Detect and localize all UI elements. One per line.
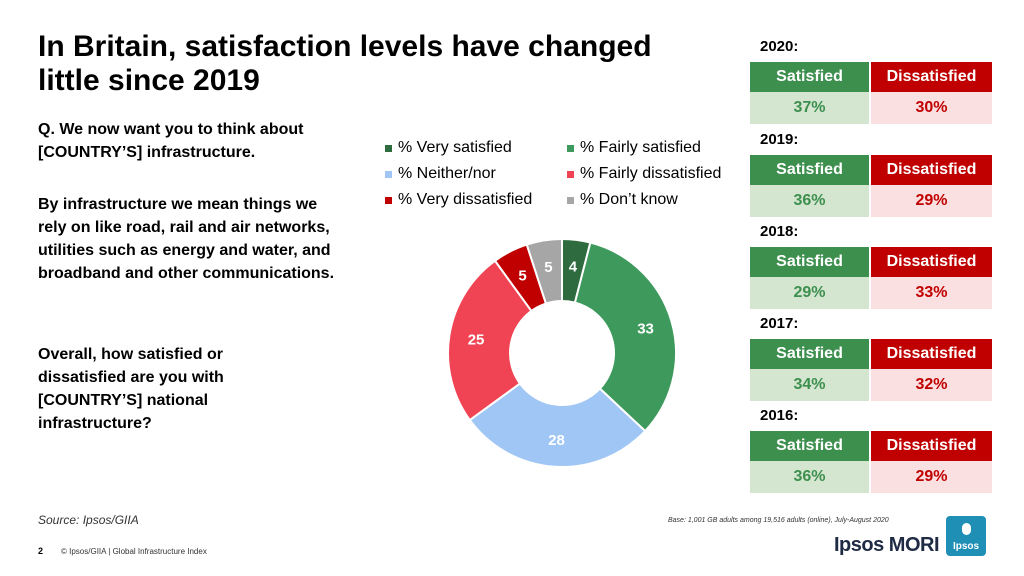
legend-swatch	[567, 170, 574, 178]
satisfied-value: 29%	[750, 277, 871, 309]
year-table-2019: Satisfied Dissatisfied 36% 29%	[750, 155, 992, 217]
donut-data-label: 4	[569, 259, 578, 276]
dissatisfied-header: Dissatisfied	[871, 62, 992, 92]
year-table-2020: Satisfied Dissatisfied 37% 30%	[750, 62, 992, 124]
legend-swatch	[385, 196, 392, 204]
satisfied-header: Satisfied	[750, 62, 871, 92]
donut-data-label: 25	[468, 331, 485, 348]
year-label-2017: 2017:	[760, 315, 799, 332]
legend-item-fairly-dissatisfied: % Fairly dissatisfied	[567, 161, 721, 187]
dissatisfied-value: 29%	[871, 185, 992, 217]
year-label-2016: 2016:	[760, 407, 799, 424]
satisfied-header: Satisfied	[750, 247, 871, 277]
question-definition: By infrastructure we mean things we rely…	[38, 196, 335, 282]
ipsos-logo: Ipsos	[946, 516, 986, 556]
logo-mark	[962, 523, 971, 535]
legend-label: % Don’t know	[580, 191, 678, 208]
legend-item-dont-know: % Don’t know	[567, 187, 678, 213]
dissatisfied-header: Dissatisfied	[871, 247, 992, 277]
footer-text: © Ipsos/GIIA | Global Infrastructure Ind…	[61, 547, 207, 556]
donut-slice-1	[573, 241, 677, 433]
donut-data-label: 5	[544, 259, 552, 276]
dissatisfied-header: Dissatisfied	[871, 155, 992, 185]
legend-swatch	[567, 196, 574, 204]
donut-chart: 4 33 28 25 5 5	[447, 237, 677, 468]
dissatisfied-value: 32%	[871, 369, 992, 401]
donut-data-label: 33	[637, 321, 654, 338]
satisfied-value: 34%	[750, 369, 871, 401]
brand-name: Ipsos MORI	[834, 534, 940, 556]
donut-slice-2	[468, 382, 647, 468]
donut-data-label: 28	[548, 432, 565, 449]
satisfied-header: Satisfied	[750, 339, 871, 369]
legend-swatch	[567, 144, 574, 152]
satisfied-value: 36%	[750, 185, 871, 217]
legend-item-fairly-satisfied: % Fairly satisfied	[567, 135, 701, 161]
legend-item-very-satisfied: % Very satisfied	[385, 135, 567, 161]
year-label-2019: 2019:	[760, 131, 799, 148]
footer: 2 © Ipsos/GIIA | Global Infrastructure In…	[38, 546, 207, 556]
donut-slice-5	[525, 237, 563, 305]
base-note: Base: 1,001 GB adults among 19,516 adult…	[668, 517, 889, 524]
legend-item-very-dissatisfied: % Very dissatisfied	[385, 187, 567, 213]
source-note: Source: Ipsos/GIIA	[38, 513, 139, 527]
legend-item-neither: % Neither/nor	[385, 161, 567, 187]
year-table-2016: Satisfied Dissatisfied 36% 29%	[750, 431, 992, 493]
page-number: 2	[38, 546, 44, 556]
donut-slice-3	[447, 259, 533, 422]
satisfied-header: Satisfied	[750, 155, 871, 185]
legend-label: % Very dissatisfied	[398, 191, 533, 208]
legend-label: % Very satisfied	[398, 139, 512, 156]
dissatisfied-header: Dissatisfied	[871, 339, 992, 369]
donut-data-label: 5	[518, 267, 526, 284]
satisfied-value: 36%	[750, 461, 871, 493]
legend-label: % Fairly dissatisfied	[580, 165, 722, 182]
year-table-2017: Satisfied Dissatisfied 34% 32%	[750, 339, 992, 401]
year-label-2018: 2018:	[760, 223, 799, 240]
question-main: Overall, how satisfied or dissatisfied a…	[38, 346, 224, 432]
dissatisfied-value: 29%	[871, 461, 992, 493]
legend-label: % Fairly satisfied	[580, 139, 701, 156]
satisfied-value: 37%	[750, 92, 871, 124]
legend-swatch	[385, 144, 392, 152]
dissatisfied-header: Dissatisfied	[871, 431, 992, 461]
legend-swatch	[385, 170, 392, 178]
slide-title: In Britain, satisfaction levels have cha…	[38, 30, 652, 97]
satisfied-header: Satisfied	[750, 431, 871, 461]
dissatisfied-value: 33%	[871, 277, 992, 309]
logo-text: Ipsos	[952, 541, 980, 552]
question-intro: Q. We now want you to think about [COUNT…	[38, 121, 304, 161]
legend-label: % Neither/nor	[398, 165, 496, 182]
chart-legend: % Very satisfied % Fairly satisfied % Ne…	[385, 135, 745, 213]
year-table-2018: Satisfied Dissatisfied 29% 33%	[750, 247, 992, 309]
year-label-2020: 2020:	[760, 38, 799, 55]
dissatisfied-value: 30%	[871, 92, 992, 124]
